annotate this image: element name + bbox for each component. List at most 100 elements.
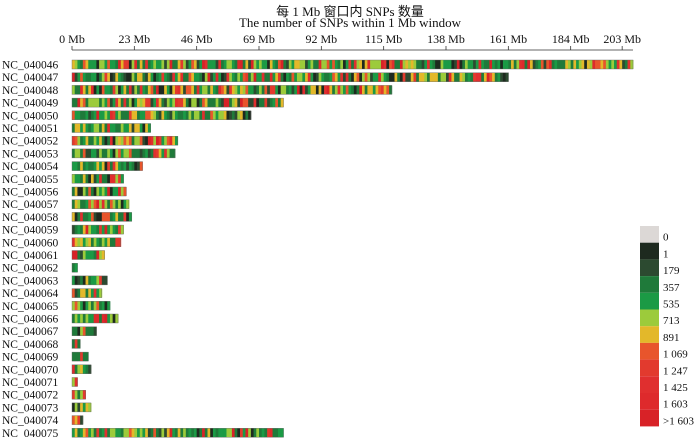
density-cell xyxy=(112,148,116,158)
density-cell xyxy=(221,60,225,69)
density-cell xyxy=(145,123,149,133)
density-cell xyxy=(221,72,225,82)
density-cell xyxy=(90,250,95,260)
density-cell xyxy=(118,212,122,222)
density-cell xyxy=(85,288,89,298)
density-cell xyxy=(80,174,84,184)
density-cell xyxy=(210,60,214,69)
density-cell xyxy=(467,60,471,69)
density-cell xyxy=(288,60,292,69)
density-cell xyxy=(177,85,181,95)
density-cell xyxy=(72,377,76,387)
density-cell xyxy=(72,85,76,95)
density-cell xyxy=(77,199,81,209)
density-cell xyxy=(90,110,95,120)
chromosome-bar xyxy=(71,135,179,146)
chromosome-bar-outline xyxy=(71,301,111,311)
density-cell xyxy=(337,85,341,95)
density-cell xyxy=(90,174,95,184)
density-cell xyxy=(277,85,282,95)
chromosome-label: NC_040062 xyxy=(2,263,58,275)
chromosome-bar-outline xyxy=(71,415,84,425)
density-cell xyxy=(104,174,108,184)
chromosome-bar-outline xyxy=(71,339,81,349)
chromosome-label: NC_040048 xyxy=(2,85,58,97)
density-cell xyxy=(142,110,146,120)
density-cell xyxy=(72,72,76,82)
density-cell xyxy=(576,60,580,69)
density-cell xyxy=(77,275,81,285)
density-cell xyxy=(77,85,81,95)
density-cell xyxy=(191,60,195,69)
density-cell xyxy=(80,250,84,260)
density-cell xyxy=(462,60,466,69)
density-cell xyxy=(364,85,368,95)
density-cell xyxy=(72,275,76,285)
density-cell xyxy=(131,161,135,171)
density-cell xyxy=(193,428,198,438)
density-cell xyxy=(93,85,97,95)
density-cell xyxy=(321,60,325,69)
density-cell xyxy=(231,98,236,108)
density-cell xyxy=(248,85,252,95)
density-cell xyxy=(88,199,92,209)
density-cell xyxy=(123,110,127,120)
density-cell xyxy=(261,428,265,438)
density-cell xyxy=(128,98,133,108)
density-cell xyxy=(96,288,100,298)
density-cell xyxy=(570,60,574,69)
density-cell xyxy=(74,174,78,184)
density-cell xyxy=(370,85,374,95)
density-cell xyxy=(372,85,376,95)
density-cell xyxy=(164,60,168,69)
density-cell xyxy=(72,288,76,298)
density-cell xyxy=(256,428,260,438)
density-cell xyxy=(207,110,211,120)
density-cell xyxy=(74,352,78,362)
density-cell xyxy=(104,110,108,120)
density-cell xyxy=(109,161,114,171)
density-cell xyxy=(199,60,203,69)
density-cell xyxy=(101,98,105,108)
density-cell xyxy=(242,98,246,108)
density-cell xyxy=(96,428,100,438)
density-cell xyxy=(259,428,263,438)
density-cell xyxy=(74,288,78,298)
density-cell xyxy=(193,110,198,120)
density-cell xyxy=(353,72,357,82)
density-cell xyxy=(72,123,76,133)
density-cell xyxy=(93,428,97,438)
density-cell xyxy=(291,72,295,82)
density-cell xyxy=(145,85,149,95)
density-cell xyxy=(107,314,111,323)
density-cell xyxy=(74,326,78,336)
density-cell xyxy=(99,148,103,158)
density-cell xyxy=(345,72,349,82)
chromosome-bar-outline xyxy=(71,402,92,413)
density-cell xyxy=(429,72,433,82)
density-cell xyxy=(418,72,423,82)
density-cell xyxy=(202,98,206,108)
density-cell xyxy=(150,72,154,82)
chromosome-label: NC_040047 xyxy=(2,72,58,84)
density-cell xyxy=(74,148,78,158)
density-cell xyxy=(109,123,114,133)
density-cell xyxy=(147,60,151,69)
density-cell xyxy=(334,85,338,95)
density-cell xyxy=(109,428,114,438)
density-cell xyxy=(145,110,149,120)
density-cell xyxy=(166,72,170,82)
density-cell xyxy=(326,72,330,82)
density-cell xyxy=(389,60,393,69)
density-cell xyxy=(118,148,122,158)
density-cell xyxy=(96,98,100,108)
density-cell xyxy=(264,60,268,69)
density-cell xyxy=(348,60,352,69)
density-cell xyxy=(280,428,284,438)
legend-label: 1 603 xyxy=(663,399,688,411)
chromosome-bar-outline xyxy=(71,212,132,222)
density-cell xyxy=(166,60,170,69)
density-cell xyxy=(88,288,92,298)
legend-label: 179 xyxy=(663,265,680,277)
chromosome-label: NC_040069 xyxy=(2,352,58,364)
